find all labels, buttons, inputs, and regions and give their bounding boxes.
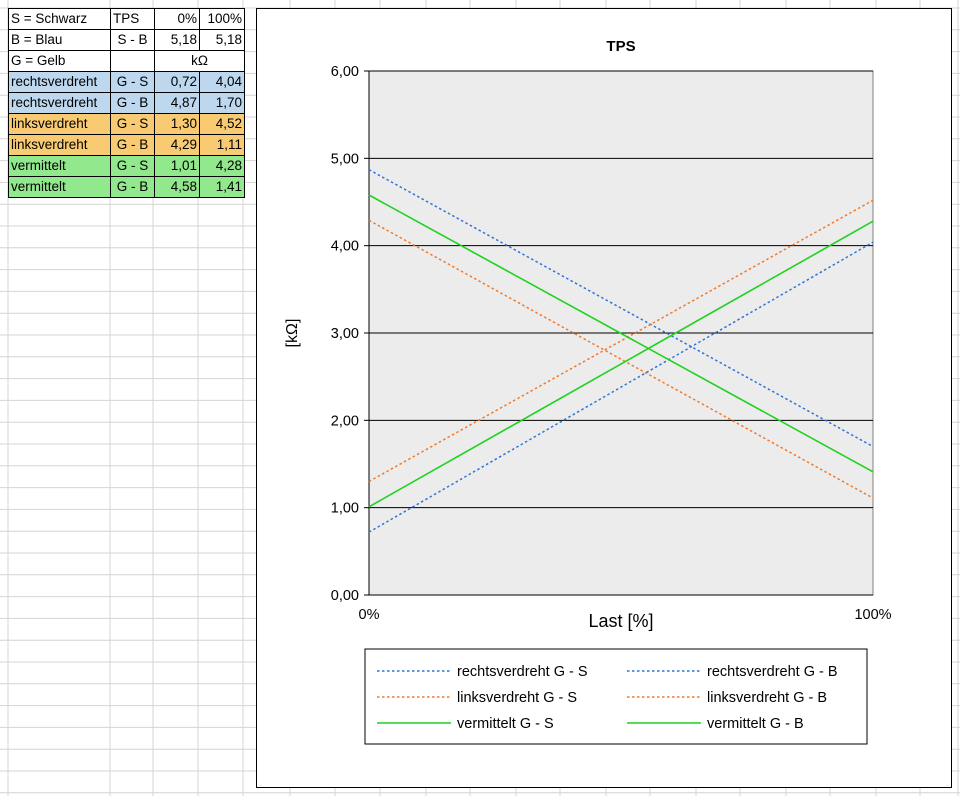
table-row: rechtsverdreht G - S 0,72 4,04: [8, 71, 245, 93]
table-cell[interactable]: linksverdreht: [8, 134, 111, 156]
series-line: [368, 169, 874, 448]
table-row: linksverdreht G - B 4,29 1,11: [8, 134, 245, 156]
legend-label: linksverdreht G - S: [457, 690, 577, 706]
table-cell[interactable]: 5,18: [154, 29, 200, 51]
table-cell[interactable]: 4,29: [154, 134, 200, 156]
table-cell[interactable]: 4,52: [199, 113, 245, 135]
y-tick-label: 3,00: [331, 326, 359, 342]
x-axis-label: Last [%]: [588, 611, 653, 631]
table-cell[interactable]: B = Blau: [8, 29, 111, 51]
table-cell[interactable]: TPS: [110, 8, 155, 30]
table-cell[interactable]: 1,41: [199, 176, 245, 198]
table-cell[interactable]: vermittelt: [8, 155, 111, 177]
table-row: linksverdreht G - S 1,30 4,52: [8, 113, 245, 135]
table-cell[interactable]: 4,04: [199, 71, 245, 93]
y-tick-label: 1,00: [331, 501, 359, 517]
series-line: [368, 220, 874, 508]
table-cell[interactable]: 0%: [154, 8, 200, 30]
x-tick-label: 100%: [854, 607, 891, 623]
table-cell[interactable]: 0,72: [154, 71, 200, 93]
table-cell[interactable]: G - S: [110, 71, 155, 93]
table-row: vermittelt G - S 1,01 4,28: [8, 155, 245, 177]
table-cell[interactable]: G - B: [110, 134, 155, 156]
table-cell[interactable]: 1,01: [154, 155, 200, 177]
table-cell[interactable]: 4,58: [154, 176, 200, 198]
table-row: B = Blau S - B 5,18 5,18: [8, 29, 245, 51]
legend-label: vermittelt G - S: [457, 716, 554, 732]
series-line: [368, 241, 874, 533]
line-chart: TPS 0,00 1,00 2,00 3,00 4,00 5,00 6,00 0% 100% [kΩ…: [284, 38, 892, 745]
table-row: rechtsverdreht G - B 4,87 1,70: [8, 92, 245, 114]
table-cell[interactable]: 100%: [199, 8, 245, 30]
table-cell[interactable]: S = Schwarz: [8, 8, 111, 30]
table-cell[interactable]: G = Gelb: [8, 50, 111, 72]
table-cell[interactable]: G - S: [110, 113, 155, 135]
table-cell[interactable]: [110, 50, 155, 72]
y-tick-label: 5,00: [331, 151, 359, 167]
table-cell[interactable]: kΩ: [154, 50, 245, 72]
legend-label: rechtsverdreht G - S: [457, 664, 588, 680]
legend-label: rechtsverdreht G - B: [707, 664, 838, 680]
table-cell[interactable]: 1,30: [154, 113, 200, 135]
table-cell[interactable]: 5,18: [199, 29, 245, 51]
table-cell[interactable]: S - B: [110, 29, 155, 51]
table-cell[interactable]: 4,87: [154, 92, 200, 114]
y-tick-label: 0,00: [331, 588, 359, 604]
data-table: S = Schwarz TPS 0% 100% B = Blau S - B 5,18 5,1…: [8, 8, 245, 198]
table-cell[interactable]: 1,70: [199, 92, 245, 114]
series-line: [368, 194, 874, 473]
x-tick-label: 0%: [359, 607, 380, 623]
table-cell[interactable]: G - B: [110, 92, 155, 114]
table-cell[interactable]: vermittelt: [8, 176, 111, 198]
chart-container[interactable]: TPS 0,00 1,00 2,00 3,00 4,00 5,00 6,00 0% 100% [kΩ…: [256, 8, 952, 788]
table-row: vermittelt G - B 4,58 1,41: [8, 176, 245, 198]
table-cell[interactable]: 4,28: [199, 155, 245, 177]
chart-title: TPS: [606, 38, 635, 55]
legend-label: linksverdreht G - B: [707, 690, 827, 706]
table-row: G = Gelb kΩ: [8, 50, 245, 72]
table-cell[interactable]: G - B: [110, 176, 155, 198]
table-cell[interactable]: linksverdreht: [8, 113, 111, 135]
y-tick-label: 6,00: [331, 64, 359, 80]
y-tick-label: 2,00: [331, 413, 359, 429]
table-cell[interactable]: 1,11: [199, 134, 245, 156]
y-tick-label: 4,00: [331, 239, 359, 255]
series-line: [368, 219, 874, 499]
series-line: [368, 199, 874, 483]
table-cell[interactable]: rechtsverdreht: [8, 92, 111, 114]
legend-label: vermittelt G - B: [707, 716, 804, 732]
table-cell[interactable]: rechtsverdreht: [8, 71, 111, 93]
table-row: S = Schwarz TPS 0% 100%: [8, 8, 245, 30]
table-cell[interactable]: G - S: [110, 155, 155, 177]
y-axis-label: [kΩ]: [284, 319, 301, 348]
